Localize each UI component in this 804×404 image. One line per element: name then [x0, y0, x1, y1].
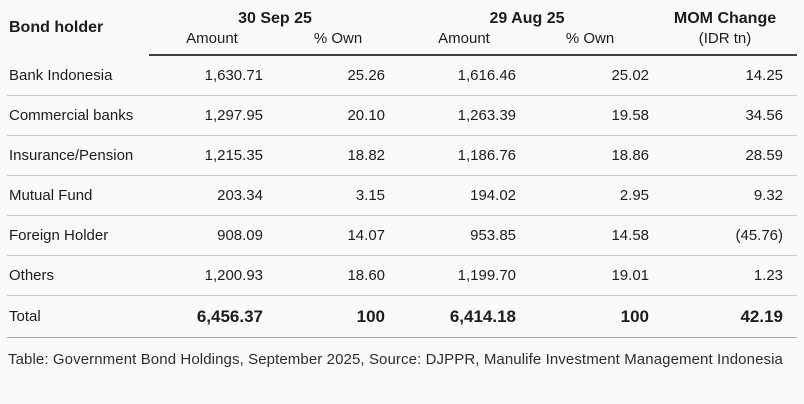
row-label: Insurance/Pension: [7, 135, 149, 176]
aug-own-cell: 2.95: [527, 175, 654, 216]
table-row-mutual-fund: Mutual Fund 203.34 3.15 194.02 2.95 9.32: [7, 175, 798, 216]
table-row-insurance-pension: Insurance/Pension 1,215.35 18.82 1,186.7…: [7, 135, 798, 176]
mom-change-cell: 14.25: [653, 55, 798, 96]
total-sep-amount-cell: 6,456.37: [149, 295, 275, 338]
table-row-total: Total 6,456.37 100 6,414.18 100 42.19: [7, 295, 798, 338]
column-group-29-aug-25: 29 Aug 25: [489, 10, 565, 27]
sep-own-cell: 25.26: [275, 55, 402, 96]
row-label: Others: [7, 255, 149, 296]
column-header-bond-holder: Bond holder: [9, 18, 104, 36]
column-group-mom-change: MOM Change: [673, 10, 777, 27]
table-caption: Table: Government Bond Holdings, Septemb…: [8, 351, 783, 368]
sub-header-row: Amount % Own Amount % Own (IDR tn): [7, 28, 798, 56]
aug-own-cell: 19.01: [527, 255, 654, 296]
mom-change-cell: (45.76): [653, 215, 798, 256]
mom-change-cell: 9.32: [653, 175, 798, 216]
sep-amount-cell: 1,297.95: [149, 95, 275, 136]
sep-own-cell: 18.82: [275, 135, 402, 176]
sep-own-cell: 14.07: [275, 215, 402, 256]
aug-own-cell: 18.86: [527, 135, 654, 176]
table-body: Bank Indonesia 1,630.71 25.26 1,616.46 2…: [7, 55, 798, 338]
total-mom-change-cell: 42.19: [653, 295, 798, 338]
table-row-foreign-holder: Foreign Holder 908.09 14.07 953.85 14.58…: [7, 215, 798, 256]
group-header-row: Bond holder 30 Sep 25 29 Aug 25 MOM Chan…: [7, 0, 797, 36]
bond-holdings-table-wrap: Bond holder 30 Sep 25 29 Aug 25 MOM Chan…: [7, 0, 798, 338]
aug-amount-cell: 1,616.46: [401, 55, 528, 96]
column-header-idr-tn: (IDR tn): [653, 28, 798, 56]
column-header-aug-own: % Own: [527, 28, 654, 56]
table-row-bank-indonesia: Bank Indonesia 1,630.71 25.26 1,616.46 2…: [7, 55, 798, 96]
total-aug-amount-cell: 6,414.18: [401, 295, 528, 338]
column-header-sep-amount: Amount: [149, 28, 275, 56]
aug-amount-cell: 1,199.70: [401, 255, 528, 296]
mom-change-cell: 28.59: [653, 135, 798, 176]
aug-amount-cell: 1,263.39: [401, 95, 528, 136]
aug-amount-cell: 194.02: [401, 175, 528, 216]
column-group-30-sep-25: 30 Sep 25: [238, 10, 312, 27]
sep-amount-cell: 1,200.93: [149, 255, 275, 296]
sep-amount-cell: 908.09: [149, 215, 275, 256]
sep-own-cell: 20.10: [275, 95, 402, 136]
row-label: Bank Indonesia: [7, 55, 149, 96]
table-header: Bond holder 30 Sep 25 29 Aug 25 MOM Chan…: [7, 0, 798, 56]
row-label: Commercial banks: [7, 95, 149, 136]
column-header-aug-amount: Amount: [401, 28, 528, 56]
table-row-others: Others 1,200.93 18.60 1,199.70 19.01 1.2…: [7, 255, 798, 296]
table-row-commercial-banks: Commercial banks 1,297.95 20.10 1,263.39…: [7, 95, 798, 136]
aug-own-cell: 19.58: [527, 95, 654, 136]
aug-amount-cell: 953.85: [401, 215, 528, 256]
total-aug-own-cell: 100: [527, 295, 654, 338]
aug-own-cell: 14.58: [527, 215, 654, 256]
bond-holdings-table: Bond holder 30 Sep 25 29 Aug 25 MOM Chan…: [7, 0, 798, 338]
total-row-label: Total: [7, 295, 149, 338]
mom-change-cell: 34.56: [653, 95, 798, 136]
sep-own-cell: 18.60: [275, 255, 402, 296]
sep-own-cell: 3.15: [275, 175, 402, 216]
row-label: Mutual Fund: [7, 175, 149, 216]
column-header-sep-own: % Own: [275, 28, 402, 56]
total-sep-own-cell: 100: [275, 295, 402, 338]
sep-amount-cell: 203.34: [149, 175, 275, 216]
aug-amount-cell: 1,186.76: [401, 135, 528, 176]
aug-own-cell: 25.02: [527, 55, 654, 96]
row-label: Foreign Holder: [7, 215, 149, 256]
mom-change-cell: 1.23: [653, 255, 798, 296]
sep-amount-cell: 1,630.71: [149, 55, 275, 96]
sep-amount-cell: 1,215.35: [149, 135, 275, 176]
